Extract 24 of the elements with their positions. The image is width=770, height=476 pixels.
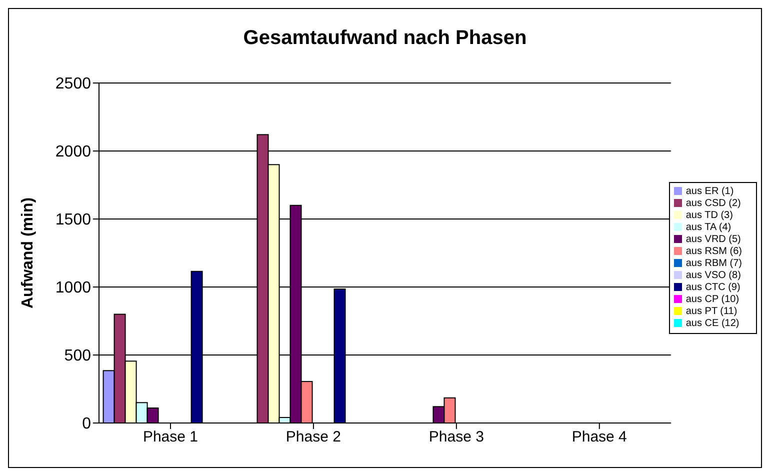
y-tick-label: 1000 xyxy=(55,280,92,297)
y-tick-label: 0 xyxy=(82,416,92,433)
chart-title: Gesamtaufwand nach Phasen xyxy=(242,26,528,51)
legend-label: aus CSD (2) xyxy=(686,198,741,209)
x-tick-label: Phase 1 xyxy=(142,428,198,446)
y-tick-label: 500 xyxy=(64,348,92,365)
legend-label: aus RSM (6) xyxy=(686,246,742,257)
x-tick-label: Phase 4 xyxy=(572,428,627,446)
legend-label: aus CE (12) xyxy=(686,318,740,329)
x-tick-label: Phase 3 xyxy=(428,428,484,446)
legend-label: aus VRD (5) xyxy=(686,234,741,245)
y-tick-label: 1500 xyxy=(55,212,92,229)
legend-label: aus PT (11) xyxy=(686,306,738,317)
y-axis-title: Aufwand (min) xyxy=(20,197,37,309)
legend-label: aus RBM (7) xyxy=(686,258,742,269)
y-tick-label: 2500 xyxy=(55,76,92,93)
legend-label: aus TD (3) xyxy=(686,210,733,221)
y-tick-label: 2000 xyxy=(55,144,92,161)
legend-label: aus TA (4) xyxy=(686,222,732,233)
legend-label: aus VSO (8) xyxy=(686,270,741,281)
legend-label: aus CTC (9) xyxy=(686,282,740,293)
legend-label: aus ER (1) xyxy=(686,186,734,197)
legend-label: aus CP (10) xyxy=(686,294,740,305)
x-tick-label: Phase 2 xyxy=(286,428,341,446)
